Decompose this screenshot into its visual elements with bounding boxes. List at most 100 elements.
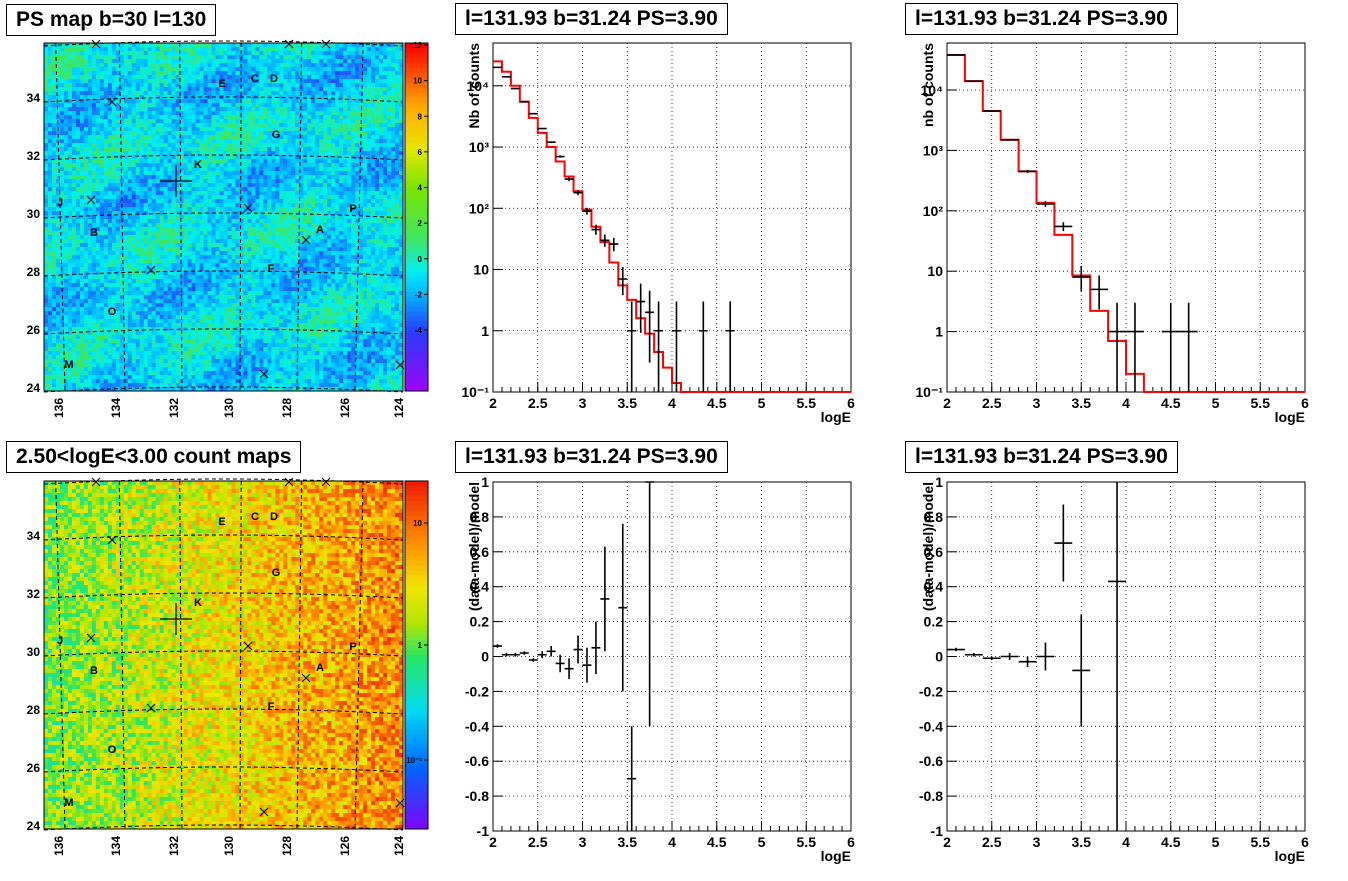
map-pixel (63, 135, 69, 140)
map-pixel (231, 131, 236, 136)
map-pixel (71, 163, 77, 168)
map-pixel (399, 47, 404, 52)
map-pixel (79, 99, 85, 104)
map-pixel (163, 79, 168, 84)
map-pixel (287, 255, 292, 260)
map-pixel (83, 219, 89, 224)
map-pixel (139, 103, 145, 108)
map-pixel (311, 107, 316, 112)
map-pixel (351, 119, 356, 124)
map-pixel (79, 79, 85, 84)
map-pixel (347, 83, 352, 88)
map-pixel (323, 135, 328, 140)
map-pixel (127, 123, 133, 128)
map-pixel (175, 135, 180, 140)
map-pixel (147, 123, 152, 128)
map-pixel (375, 175, 380, 180)
map-pixel (191, 103, 196, 108)
map-pixel (215, 59, 220, 64)
map-pixel (91, 59, 97, 64)
map-pixel (139, 195, 145, 200)
map-pixel (159, 71, 164, 76)
map-pixel (179, 215, 184, 220)
map-pixel (263, 163, 268, 168)
map-pixel (107, 183, 113, 188)
map-pixel (395, 47, 400, 52)
map-pixel (103, 219, 109, 224)
map-pixel (363, 183, 368, 188)
map-pixel (119, 255, 125, 260)
map-pixel (395, 99, 400, 104)
map-pixel (351, 223, 356, 228)
map-pixel (379, 95, 384, 100)
map-pixel (167, 59, 172, 64)
map-pixel (171, 195, 176, 200)
map-pixel (159, 255, 164, 260)
map-pixel (163, 63, 168, 68)
map-pixel (47, 95, 53, 100)
map-pixel (307, 119, 312, 124)
map-pixel (219, 219, 224, 224)
map-pixel (55, 171, 61, 176)
map-pixel (71, 167, 77, 172)
map-pixel (211, 131, 216, 136)
map-pixel (239, 203, 244, 208)
map-pixel (75, 127, 81, 132)
map-pixel (383, 67, 388, 72)
map-pixel (75, 47, 81, 52)
map-pixel (267, 75, 272, 80)
map-pixel (175, 243, 180, 248)
map-pixel (231, 143, 236, 148)
map-pixel (315, 239, 320, 244)
map-pixel (271, 99, 276, 104)
map-pixel (347, 139, 352, 144)
map-pixel (111, 167, 117, 172)
map-pixel (375, 167, 380, 172)
map-pixel (391, 251, 396, 256)
map-pixel (299, 239, 304, 244)
map-pixel (343, 175, 348, 180)
map-pixel (383, 131, 388, 136)
map-pixel (95, 43, 101, 48)
map-pixel (367, 99, 372, 104)
map-pixel (99, 203, 105, 208)
map-pixel (167, 167, 172, 172)
map-pixel (307, 75, 312, 80)
map-pixel (247, 227, 252, 232)
map-pixel (95, 263, 101, 268)
map-pixel (351, 67, 356, 72)
map-pixel (343, 91, 348, 96)
map-pixel (51, 71, 57, 76)
map-pixel (295, 143, 300, 148)
map-pixel (103, 151, 109, 156)
map-pixel (171, 51, 176, 56)
map-pixel (359, 239, 364, 244)
map-pixel (139, 59, 145, 64)
map-pixel (243, 187, 248, 192)
map-pixel (267, 227, 272, 232)
map-pixel (339, 215, 344, 220)
map-pixel (291, 227, 296, 232)
map-pixel (159, 219, 164, 224)
map-pixel (235, 59, 240, 64)
map-pixel (155, 215, 160, 220)
map-pixel (379, 259, 384, 264)
map-pixel (203, 219, 208, 224)
map-pixel (187, 127, 192, 132)
map-pixel (351, 179, 356, 184)
map-pixel (75, 51, 81, 56)
map-pixel (211, 159, 216, 164)
map-pixel (243, 83, 248, 88)
map-pixel (383, 191, 388, 196)
map-pixel (223, 103, 228, 108)
map-pixel (127, 103, 133, 108)
map-pixel (303, 87, 308, 92)
map-pixel (187, 131, 192, 136)
map-pixel (119, 75, 125, 80)
map-pixel (191, 127, 196, 132)
map-pixel (107, 51, 113, 56)
map-pixel (207, 235, 212, 240)
map-pixel (159, 203, 164, 208)
map-pixel (91, 103, 97, 108)
map-pixel (223, 259, 228, 264)
